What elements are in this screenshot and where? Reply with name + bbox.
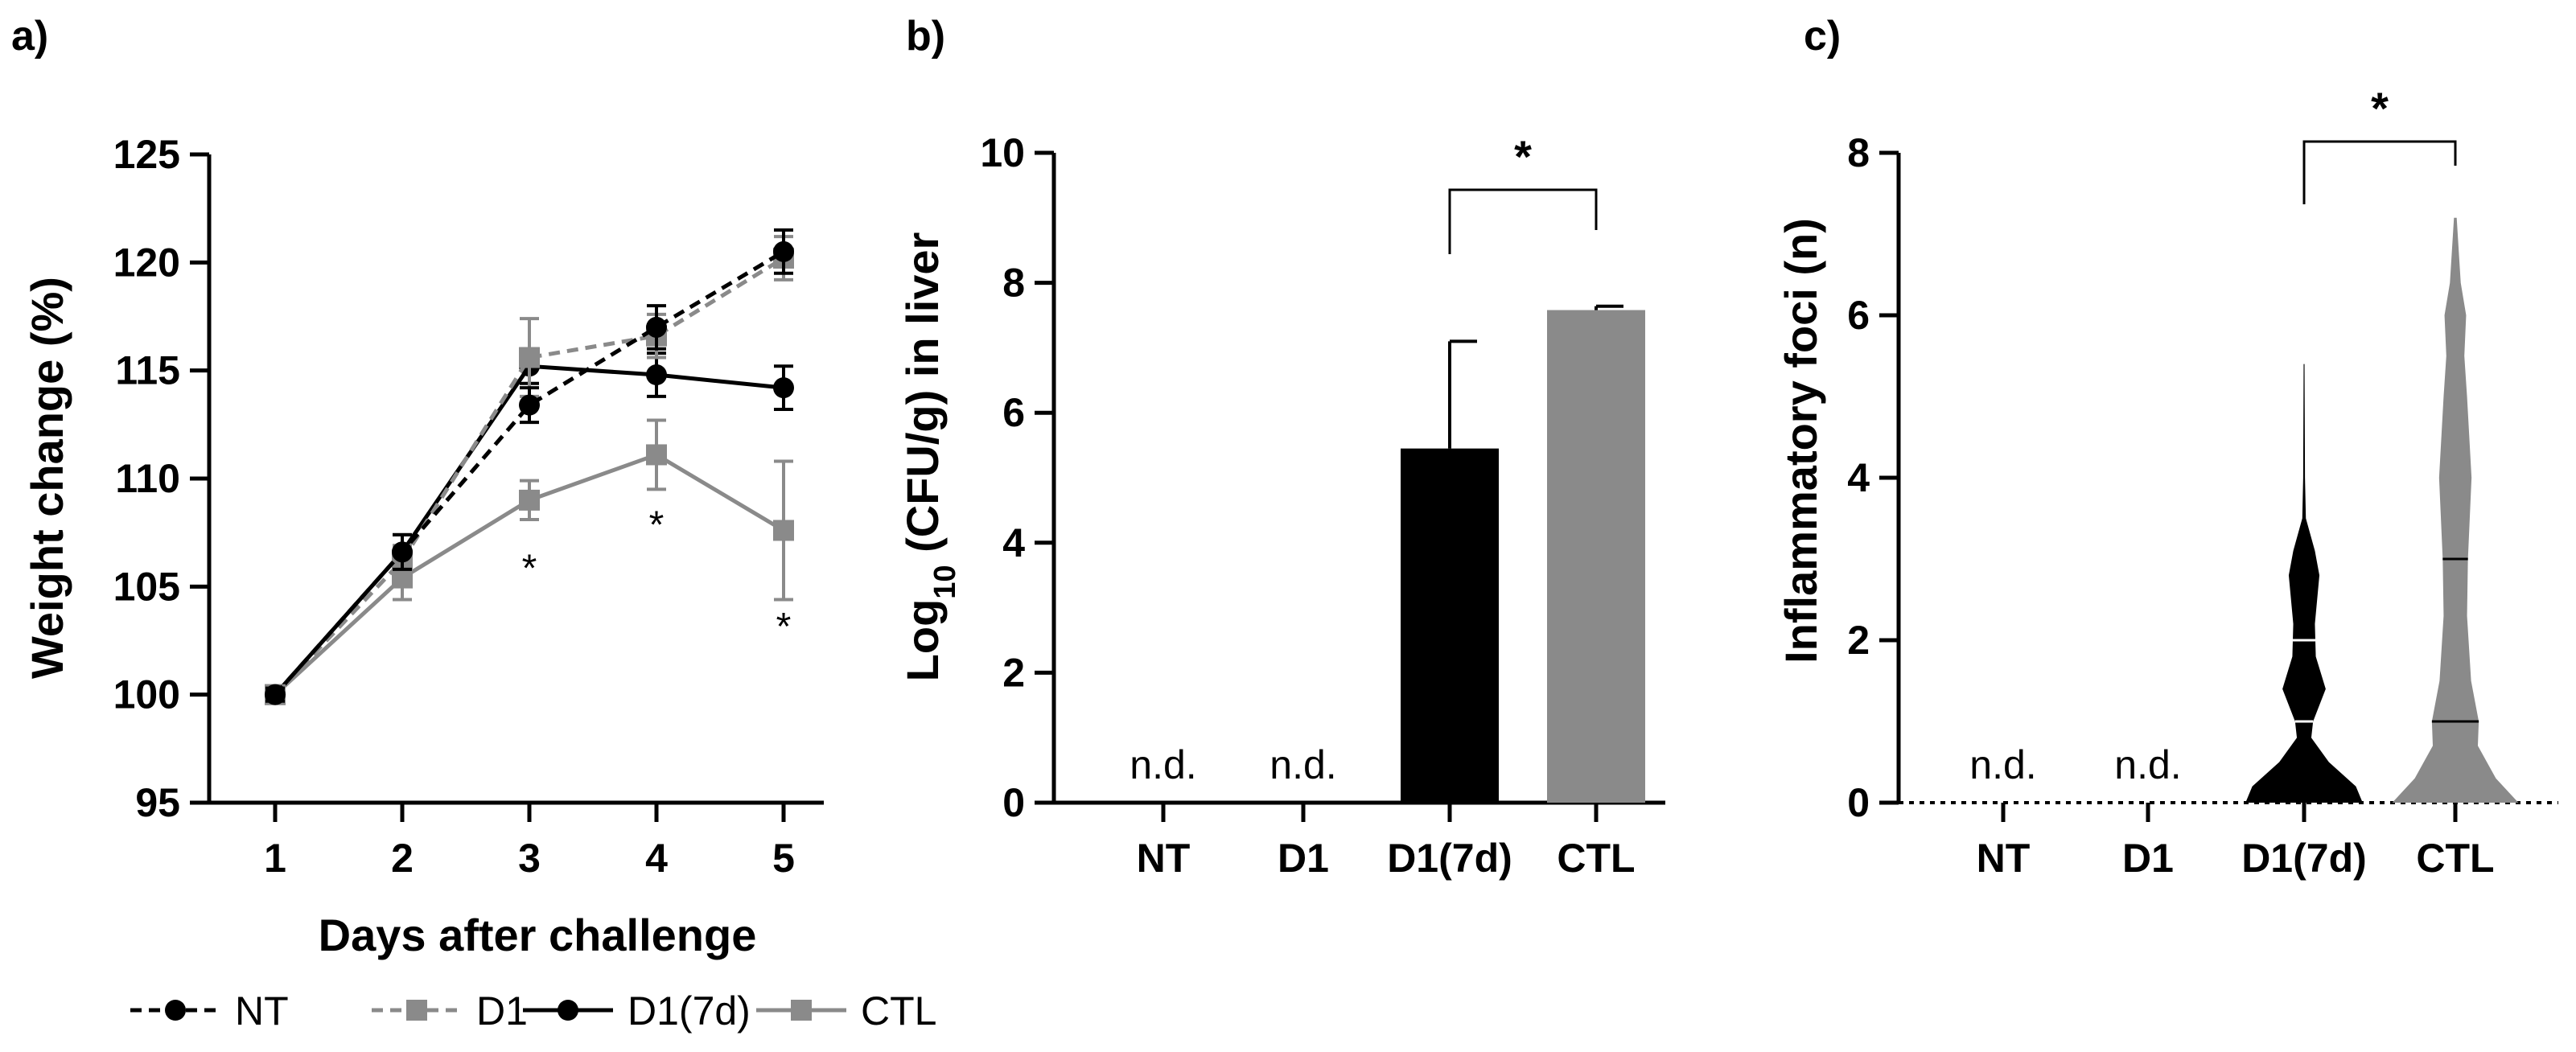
panel-a-x-tick-label: 2 bbox=[391, 836, 414, 881]
legend-label-CTL: CTL bbox=[861, 988, 936, 1034]
panel-b-category-label: NT bbox=[1137, 836, 1191, 881]
data-point-NT bbox=[646, 316, 667, 338]
panel-b-significance-bracket bbox=[1448, 188, 1598, 254]
panel-b-y-tick-label: 2 bbox=[1002, 650, 1025, 695]
panel-c-y-tick-label: 8 bbox=[1847, 130, 1870, 175]
panel-b: b) 0 2 4 6 8 10 NT n.d. D1 n.d. D1(7d) CTL * Log10 (… bbox=[897, 13, 1665, 881]
bar-D1(7d) bbox=[1401, 448, 1499, 803]
panel-c-nd-label: n.d. bbox=[2114, 742, 2181, 787]
panel-c-category-label: NT bbox=[1977, 836, 2031, 881]
legend-marker-CTL bbox=[791, 1000, 812, 1021]
panel-b-y-tick-label: 4 bbox=[1002, 520, 1025, 565]
data-point-NT bbox=[773, 240, 794, 262]
panel-c-category-label: CTL bbox=[2416, 836, 2494, 881]
data-point-CTL bbox=[773, 520, 794, 541]
violin-D1(7d) bbox=[2245, 364, 2363, 803]
legend-label-D1(7d): D1(7d) bbox=[628, 988, 751, 1034]
panel-a-x-tick-label: 1 bbox=[264, 836, 286, 881]
panel-c-y-tick-label: 6 bbox=[1847, 293, 1870, 338]
data-point-D1(7d) bbox=[773, 377, 794, 399]
panel-a-label: a) bbox=[11, 13, 48, 60]
data-point-NT bbox=[265, 684, 286, 705]
panel-c-significance-bracket bbox=[2302, 140, 2457, 204]
panel-b-category-label: D1 bbox=[1278, 836, 1329, 881]
panel-a-y-tick-label: 120 bbox=[113, 240, 180, 285]
panel-a-y-tick-label: 95 bbox=[135, 780, 180, 825]
significance-star: * bbox=[522, 547, 537, 590]
panel-a-y-tick-label: 115 bbox=[115, 348, 180, 393]
panel-c: c) 0 2 4 6 8 NT n.d. D1 n.d. D1(7d) CTL * Inflammat… bbox=[1776, 13, 2558, 881]
legend-marker-D1 bbox=[406, 1000, 427, 1021]
panel-a-y-tick-label: 105 bbox=[113, 564, 180, 609]
panel-c-significance-star: * bbox=[2371, 83, 2389, 134]
panel-b-y-tick-label: 10 bbox=[980, 130, 1025, 175]
panel-b-category-label: CTL bbox=[1557, 836, 1635, 881]
panel-a-x-axis-title: Days after challenge bbox=[319, 910, 757, 960]
data-point-D1(7d) bbox=[646, 364, 667, 386]
panel-c-y-tick-label: 4 bbox=[1847, 455, 1870, 500]
panel-b-category-label: D1(7d) bbox=[1387, 836, 1512, 881]
panel-b-y-tick-label: 6 bbox=[1002, 390, 1025, 435]
panel-a-x-tick-label: 5 bbox=[772, 836, 795, 881]
significance-star: * bbox=[649, 504, 665, 547]
panel-a-y-tick-label: 110 bbox=[115, 456, 180, 501]
panel-c-category-label: D1(7d) bbox=[2241, 836, 2367, 881]
panel-b-label: b) bbox=[906, 13, 945, 60]
panel-c-category-label: D1 bbox=[2122, 836, 2174, 881]
panel-c-nd-label: n.d. bbox=[1969, 742, 2036, 787]
panel-b-y-axis-title: Log10 (CFU/g) in liver bbox=[897, 232, 962, 682]
panel-a-y-tick-label: 100 bbox=[113, 672, 180, 717]
legend-label-D1: D1 bbox=[476, 988, 528, 1034]
panel-a-x-tick-label: 3 bbox=[518, 836, 541, 881]
panel-c-y-axis-title: Inflammatory foci (n) bbox=[1776, 218, 1826, 664]
panel-a: a) * * * 95 100 105 110 115 120 125 1 2 3 4 5 Weight … bbox=[11, 13, 936, 1034]
legend-marker-D1(7d) bbox=[558, 1000, 578, 1021]
violin-CTL bbox=[2392, 217, 2519, 803]
panel-b-significance-star: * bbox=[1514, 131, 1532, 182]
panel-c-y-tick-label: 2 bbox=[1847, 618, 1870, 663]
panel-c-label: c) bbox=[1804, 13, 1841, 60]
series-line-NT bbox=[274, 249, 785, 697]
data-point-CTL bbox=[646, 444, 667, 466]
data-point-CTL bbox=[519, 489, 540, 511]
panel-a-y-axis-title: Weight change (%) bbox=[22, 277, 72, 679]
data-point-NT bbox=[519, 394, 540, 416]
bar-CTL bbox=[1547, 310, 1645, 803]
panel-b-y-tick-label: 0 bbox=[1002, 780, 1025, 825]
data-point-D1 bbox=[519, 347, 540, 368]
panel-b-nd-label: n.d. bbox=[1269, 742, 1336, 787]
legend-label-NT: NT bbox=[235, 988, 289, 1034]
significance-star: * bbox=[776, 606, 792, 648]
panel-a-y-tick-label: 125 bbox=[113, 132, 180, 177]
panel-a-legend: NT D1 D1(7d) CTL bbox=[130, 988, 936, 1034]
series-line-D1 bbox=[274, 256, 785, 697]
panel-b-y-tick-label: 8 bbox=[1002, 261, 1025, 306]
panel-b-nd-label: n.d. bbox=[1130, 742, 1196, 787]
panel-c-y-tick-label: 0 bbox=[1847, 780, 1870, 825]
legend-marker-NT bbox=[165, 1000, 186, 1021]
panel-a-x-tick-label: 4 bbox=[645, 836, 668, 881]
data-point-NT bbox=[392, 541, 413, 563]
